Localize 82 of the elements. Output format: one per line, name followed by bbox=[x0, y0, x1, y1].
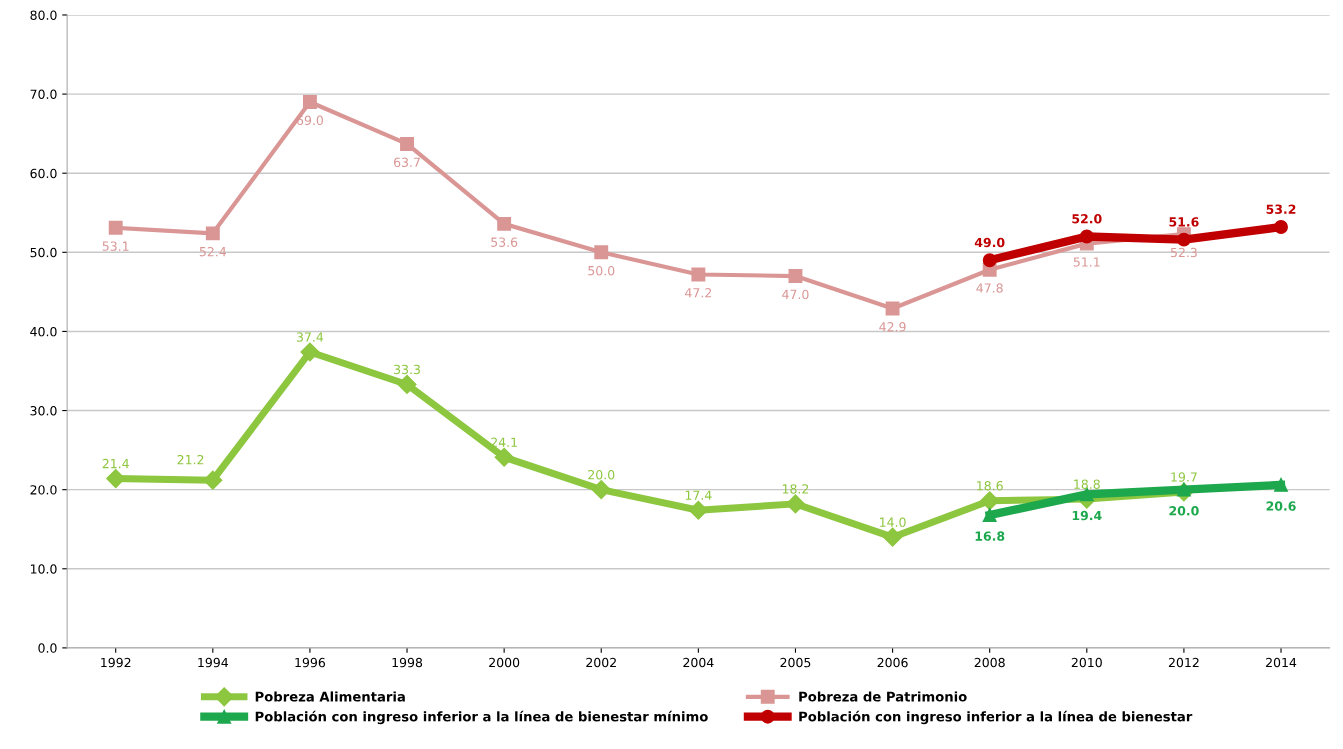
y-tick-label: 70.0 bbox=[30, 89, 57, 100]
data-label: 33.3 bbox=[394, 364, 420, 375]
point bbox=[1079, 229, 1094, 244]
x-tick-label: 2005 bbox=[780, 657, 811, 668]
x-tick-label: 1994 bbox=[198, 657, 229, 668]
legend-label: Pobreza de Patrimonio bbox=[799, 691, 967, 702]
x-tick-label: 2004 bbox=[683, 657, 714, 668]
point bbox=[980, 491, 1000, 511]
data-label: 18.6 bbox=[977, 481, 1003, 491]
data-label: 52.3 bbox=[1170, 247, 1197, 258]
data-label: 14.0 bbox=[880, 517, 906, 527]
data-label: 16.8 bbox=[975, 531, 1005, 541]
point bbox=[400, 136, 414, 151]
point bbox=[885, 301, 900, 316]
point bbox=[982, 253, 997, 268]
data-label: 17.4 bbox=[685, 490, 712, 500]
point bbox=[591, 480, 611, 500]
y-tick-label: 40.0 bbox=[30, 326, 57, 337]
point bbox=[108, 220, 123, 235]
point bbox=[1274, 220, 1288, 234]
y-tick-label: 30.0 bbox=[30, 406, 57, 416]
point bbox=[691, 267, 706, 282]
y-tick-label: 50.0 bbox=[30, 247, 57, 258]
x-tick-label: 2010 bbox=[1071, 657, 1102, 668]
data-label: 53.2 bbox=[1266, 204, 1296, 214]
x-tick-label: 2008 bbox=[974, 657, 1005, 668]
point bbox=[1176, 482, 1191, 497]
point bbox=[300, 342, 320, 362]
point bbox=[203, 470, 223, 490]
legend-label: Pobreza Alimentaria bbox=[255, 691, 405, 702]
data-label: 52.0 bbox=[1072, 214, 1102, 224]
point bbox=[397, 374, 417, 394]
data-label: 19.4 bbox=[1072, 510, 1102, 521]
x-tick-label: 2002 bbox=[586, 657, 616, 668]
x-tick-label: 2000 bbox=[489, 657, 520, 668]
data-label: 50.0 bbox=[588, 265, 615, 276]
data-label: 20.6 bbox=[1266, 501, 1296, 511]
data-label: 37.4 bbox=[296, 332, 324, 342]
data-label: 51.6 bbox=[1169, 217, 1199, 227]
data-label: 47.8 bbox=[976, 283, 1003, 293]
point bbox=[982, 508, 997, 522]
point bbox=[497, 216, 512, 231]
point bbox=[883, 527, 903, 547]
point bbox=[1274, 477, 1288, 492]
point bbox=[205, 226, 220, 241]
x-tick-label: 1996 bbox=[295, 657, 326, 668]
data-label: 42.9 bbox=[879, 322, 906, 332]
data-label: 53.6 bbox=[491, 237, 518, 247]
data-label: 63.7 bbox=[393, 157, 420, 168]
data-label: 21.2 bbox=[177, 454, 204, 465]
data-label: 18.2 bbox=[782, 484, 809, 494]
x-tick-label: 1992 bbox=[101, 657, 131, 668]
x-tick-label: 2014 bbox=[1266, 657, 1297, 668]
x-tick-label: 2012 bbox=[1168, 657, 1199, 668]
legend-label: Población con ingreso inferior a la línea de bienestar mínimo bbox=[255, 710, 708, 725]
x-tick-label: 2006 bbox=[877, 657, 908, 668]
legend-label: Población con ingreso inferior a la línea de bienestar bbox=[799, 710, 1193, 725]
data-label: 18.8 bbox=[1074, 479, 1100, 489]
y-tick-label: 20.0 bbox=[30, 485, 57, 495]
data-label: 52.4 bbox=[199, 246, 227, 257]
point bbox=[106, 469, 126, 489]
data-label: 53.1 bbox=[102, 241, 129, 251]
data-label: 20.0 bbox=[1169, 506, 1199, 516]
point bbox=[302, 95, 317, 109]
point bbox=[494, 447, 514, 467]
point bbox=[1176, 232, 1191, 247]
point bbox=[788, 269, 803, 283]
point bbox=[594, 245, 609, 260]
data-label: 19.7 bbox=[1171, 472, 1197, 482]
y-tick-label: 80.0 bbox=[30, 10, 57, 20]
data-label: 20.0 bbox=[588, 469, 615, 480]
data-label: 47.0 bbox=[782, 289, 809, 300]
y-tick-label: 0.0 bbox=[38, 643, 57, 653]
x-tick-label: 1998 bbox=[392, 657, 423, 668]
data-label: 51.1 bbox=[1073, 257, 1100, 267]
y-tick-label: 60.0 bbox=[30, 168, 57, 179]
data-label: 49.0 bbox=[974, 237, 1005, 248]
data-label: 21.4 bbox=[102, 458, 129, 469]
point bbox=[785, 494, 806, 514]
point bbox=[688, 500, 708, 520]
data-label: 47.2 bbox=[685, 288, 712, 298]
y-tick-label: 10.0 bbox=[30, 564, 57, 574]
